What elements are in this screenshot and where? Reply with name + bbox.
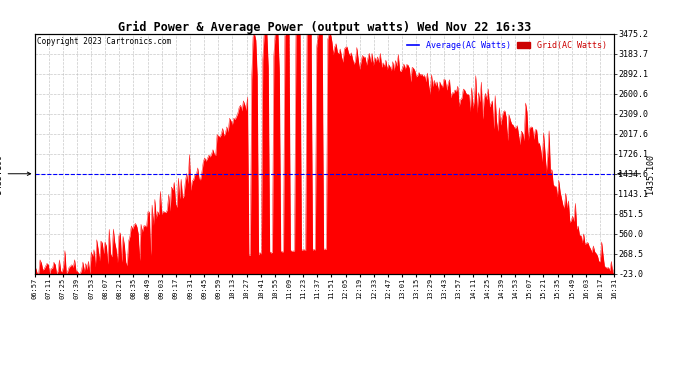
Text: 1435.100: 1435.100	[0, 154, 30, 194]
Text: 1435.100: 1435.100	[618, 154, 655, 194]
Legend: Average(AC Watts), Grid(AC Watts): Average(AC Watts), Grid(AC Watts)	[403, 38, 610, 54]
Title: Grid Power & Average Power (output watts) Wed Nov 22 16:33: Grid Power & Average Power (output watts…	[118, 21, 531, 34]
Text: Copyright 2023 Cartronics.com: Copyright 2023 Cartronics.com	[37, 38, 172, 46]
